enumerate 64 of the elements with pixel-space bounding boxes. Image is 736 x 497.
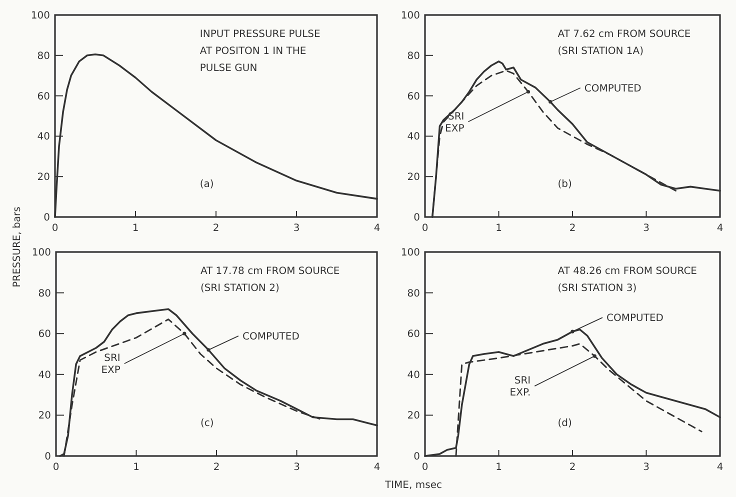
y-tick-label: 80 xyxy=(407,50,420,62)
annotation: AT 48.26 cm FROM SOURCE xyxy=(558,266,697,277)
series-label: SRI EXP xyxy=(101,353,120,376)
annotation: AT 17.78 cm FROM SOURCE xyxy=(200,266,340,277)
x-axis-title: TIME, msec xyxy=(384,480,442,491)
x-tick-label: 3 xyxy=(643,223,650,234)
legend-label: COMPUTED xyxy=(242,331,300,342)
x-tick-label: 0 xyxy=(52,462,60,473)
y-tick-label: 80 xyxy=(407,288,420,300)
y-tick-label: 60 xyxy=(38,329,51,340)
x-tick-label: 2 xyxy=(212,223,220,234)
annotation: (SRI STATION 3) xyxy=(558,283,637,294)
x-tick-label: 1 xyxy=(496,223,502,234)
x-tick-label: 0 xyxy=(422,462,428,473)
x-tick-label: 2 xyxy=(213,462,220,473)
x-tick-label: 4 xyxy=(374,223,380,234)
y-tick-label: 20 xyxy=(407,410,420,422)
annotation: (c) xyxy=(200,418,214,429)
annotation: (b) xyxy=(558,179,572,190)
y-tick-label: 40 xyxy=(407,132,420,143)
y-tick-label: 20 xyxy=(38,410,51,422)
y-tick-label: 40 xyxy=(37,132,50,143)
x-tick-label: 0 xyxy=(422,223,428,234)
x-tick-label: 4 xyxy=(374,462,380,473)
legend-label: COMPUTED xyxy=(606,313,664,324)
x-tick-label: 3 xyxy=(294,462,300,473)
y-tick-label: 0 xyxy=(414,212,420,224)
y-tick-label: 0 xyxy=(44,452,51,462)
x-tick-label: 1 xyxy=(132,223,139,234)
y-tick-label: 60 xyxy=(37,91,50,102)
annotation: AT POSITON 1 IN THE xyxy=(200,46,306,57)
y-tick-label: 60 xyxy=(407,329,420,340)
legend-label: COMPUTED xyxy=(584,83,642,94)
x-tick-label: 4 xyxy=(716,223,724,234)
y-tick-label: 0 xyxy=(414,452,420,462)
y-tick-label: 20 xyxy=(407,172,420,184)
x-tick-label: 3 xyxy=(293,223,300,234)
series-label: SRI EXP. xyxy=(510,376,531,399)
x-tick-label: 1 xyxy=(133,462,140,473)
y-axis-title: PRESSURE, bars xyxy=(12,206,23,288)
x-tick-label: 2 xyxy=(569,223,576,234)
x-tick-label: 3 xyxy=(643,462,650,473)
annotation: AT 7.62 cm FROM SOURCE xyxy=(558,29,691,40)
annotation: (d) xyxy=(558,418,572,429)
y-tick-label: 40 xyxy=(407,370,420,381)
x-tick-label: 2 xyxy=(569,462,576,473)
y-tick-label: 100 xyxy=(32,248,51,258)
y-tick-label: 80 xyxy=(37,50,50,62)
annotation: PULSE GUN xyxy=(200,63,258,74)
y-tick-label: 80 xyxy=(38,288,51,300)
x-tick-label: 1 xyxy=(496,462,502,473)
y-tick-label: 60 xyxy=(407,91,420,102)
y-tick-label: 100 xyxy=(400,248,420,258)
y-tick-label: 20 xyxy=(37,172,50,184)
x-tick-label: 4 xyxy=(716,462,724,473)
annotation: INPUT PRESSURE PULSE xyxy=(200,29,320,40)
annotation: (a) xyxy=(200,179,214,190)
y-tick-label: 40 xyxy=(38,370,51,381)
y-tick-label: 100 xyxy=(400,10,420,22)
annotation: (SRI STATION 1A) xyxy=(558,46,644,57)
x-tick-label: 0 xyxy=(52,223,58,234)
y-tick-label: 100 xyxy=(30,10,50,22)
y-tick-label: 0 xyxy=(44,212,50,224)
annotation: (SRI STATION 2) xyxy=(200,283,280,294)
